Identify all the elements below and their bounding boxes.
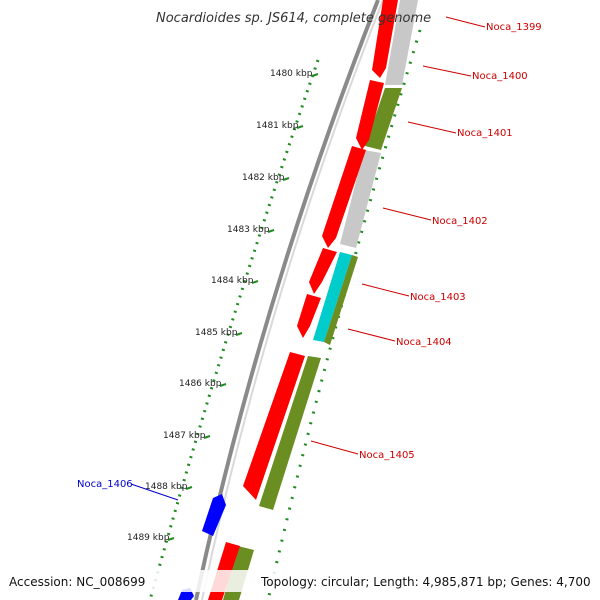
gene-label-noca-1405[interactable]: Noca_1405 xyxy=(359,450,415,461)
gene-label-noca-1401[interactable]: Noca_1401 xyxy=(457,128,513,139)
ruler-tick xyxy=(167,537,175,541)
ruler-ticks: 1480 kbp 1481 kbp 1482 kbp 1483 kbp 1484… xyxy=(127,69,319,543)
summary-text: Topology: circular; Length: 4,985,871 bp… xyxy=(260,575,591,589)
ruler-tick xyxy=(185,486,193,490)
cds-forward xyxy=(356,80,384,150)
ruler-dotted-arc-outer xyxy=(266,29,422,600)
cds-forward xyxy=(372,0,398,78)
gene-label-noca-1406[interactable]: Noca_1406 xyxy=(77,479,133,490)
ruler-tick xyxy=(311,73,319,77)
gene-labels: Noca_1399 Noca_1400 Noca_1401 Noca_1402 … xyxy=(77,16,542,501)
ruler-tick xyxy=(251,280,259,284)
label-leader xyxy=(347,328,396,342)
reverse-strand-track xyxy=(223,0,418,600)
ruler-tick xyxy=(267,229,275,233)
footer-background xyxy=(0,570,600,592)
rna-feature xyxy=(313,252,352,342)
ruler-tick xyxy=(203,435,211,439)
backbone-line-light xyxy=(201,0,384,600)
ruler-tick xyxy=(296,125,304,129)
map-title: Nocardioides sp. JS614, complete genome xyxy=(156,11,431,26)
gene-label-noca-1403[interactable]: Noca_1403 xyxy=(410,292,466,303)
ruler-tick xyxy=(219,383,227,387)
cds-reverse xyxy=(365,88,402,150)
ruler-tick-label: 1480 kbp xyxy=(270,69,313,79)
label-leader xyxy=(361,283,410,297)
ruler-tick-label: 1481 kbp xyxy=(256,121,299,131)
ruler-tick-label: 1485 kbp xyxy=(195,328,238,338)
label-leader xyxy=(407,121,457,134)
label-leader xyxy=(382,207,432,221)
ruler-tick xyxy=(282,177,290,181)
gene-noca-1406[interactable] xyxy=(202,494,226,536)
gene-label-noca-1400[interactable]: Noca_1400 xyxy=(472,71,528,82)
label-leader xyxy=(445,16,486,28)
ruler-tick-label: 1486 kbp xyxy=(179,379,222,389)
ruler-tick xyxy=(235,332,243,336)
cds-forward xyxy=(243,352,305,500)
cds-reverse xyxy=(259,356,321,510)
gene-label-noca-1402[interactable]: Noca_1402 xyxy=(432,216,488,227)
cds-forward xyxy=(297,294,321,338)
feature-other xyxy=(385,0,418,85)
label-leader xyxy=(310,440,359,455)
cds-reverse xyxy=(324,255,358,345)
gene-label-noca-1399[interactable]: Noca_1399 xyxy=(486,22,542,33)
label-leader xyxy=(130,483,179,501)
ruler-tick-label: 1483 kbp xyxy=(227,225,270,235)
ruler-tick-label: 1488 kbp xyxy=(145,482,188,492)
ruler-tick-label: 1484 kbp xyxy=(211,276,254,286)
feature-other xyxy=(340,150,381,248)
accession-text: Accession: NC_008699 xyxy=(9,575,145,589)
cds-forward xyxy=(322,146,366,248)
ruler-tick-label: 1482 kbp xyxy=(242,173,285,183)
gene-label-noca-1404[interactable]: Noca_1404 xyxy=(396,337,452,348)
ruler-tick-label: 1487 kbp xyxy=(163,431,206,441)
ruler-tick-label: 1489 kbp xyxy=(127,533,170,543)
label-leader xyxy=(422,65,472,77)
cds-forward xyxy=(309,248,337,294)
forward-strand-track xyxy=(208,0,398,600)
